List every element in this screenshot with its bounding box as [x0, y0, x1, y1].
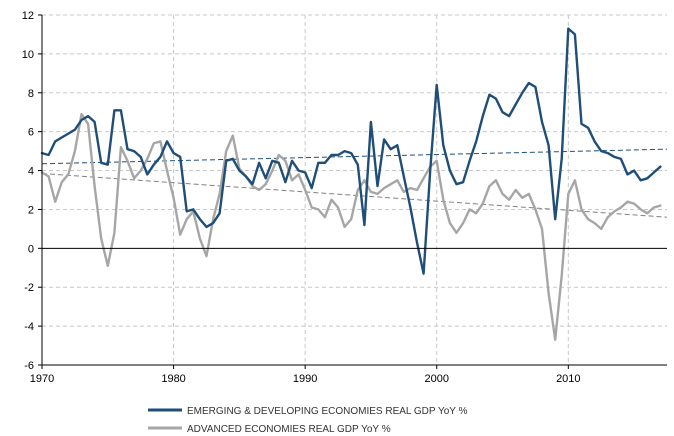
y-tick-label: 10: [22, 49, 34, 61]
x-tick-label: 2000: [424, 373, 448, 385]
x-tick-label: 1990: [293, 373, 317, 385]
legend-label: ADVANCED ECONOMIES REAL GDP YoY %: [187, 424, 391, 435]
x-tick-label: 2010: [556, 373, 580, 385]
plot-area: [42, 15, 667, 365]
y-tick-label: 12: [22, 10, 34, 22]
x-tick-label: 1980: [161, 373, 185, 385]
x-tick-label: 1970: [30, 373, 54, 385]
legend: EMERGING & DEVELOPING ECONOMIES REAL GDP…: [148, 406, 468, 435]
series-lines: [40, 27, 662, 341]
y-tick-label: -2: [24, 282, 34, 294]
y-axis-tick-labels: -6 -4 -2 0 2 4 6 8 10 12: [22, 10, 34, 372]
y-tick-label: 2: [28, 204, 34, 216]
x-axis-tick-labels: 1970 1980 1990 2000 2010: [30, 373, 581, 385]
axes: [38, 14, 667, 369]
trendline: [41, 172, 668, 218]
y-tick-label: 4: [28, 166, 34, 178]
legend-label: EMERGING & DEVELOPING ECONOMIES REAL GDP…: [187, 406, 468, 417]
y-tick-label: 0: [28, 243, 34, 255]
y-tick-label: 8: [28, 88, 34, 100]
y-tick-label: -4: [24, 321, 34, 333]
y-tick-label: 6: [28, 127, 34, 139]
series-line-emerging: [40, 27, 662, 275]
y-tick-label: -6: [24, 360, 34, 372]
series-line-advanced: [40, 112, 662, 341]
